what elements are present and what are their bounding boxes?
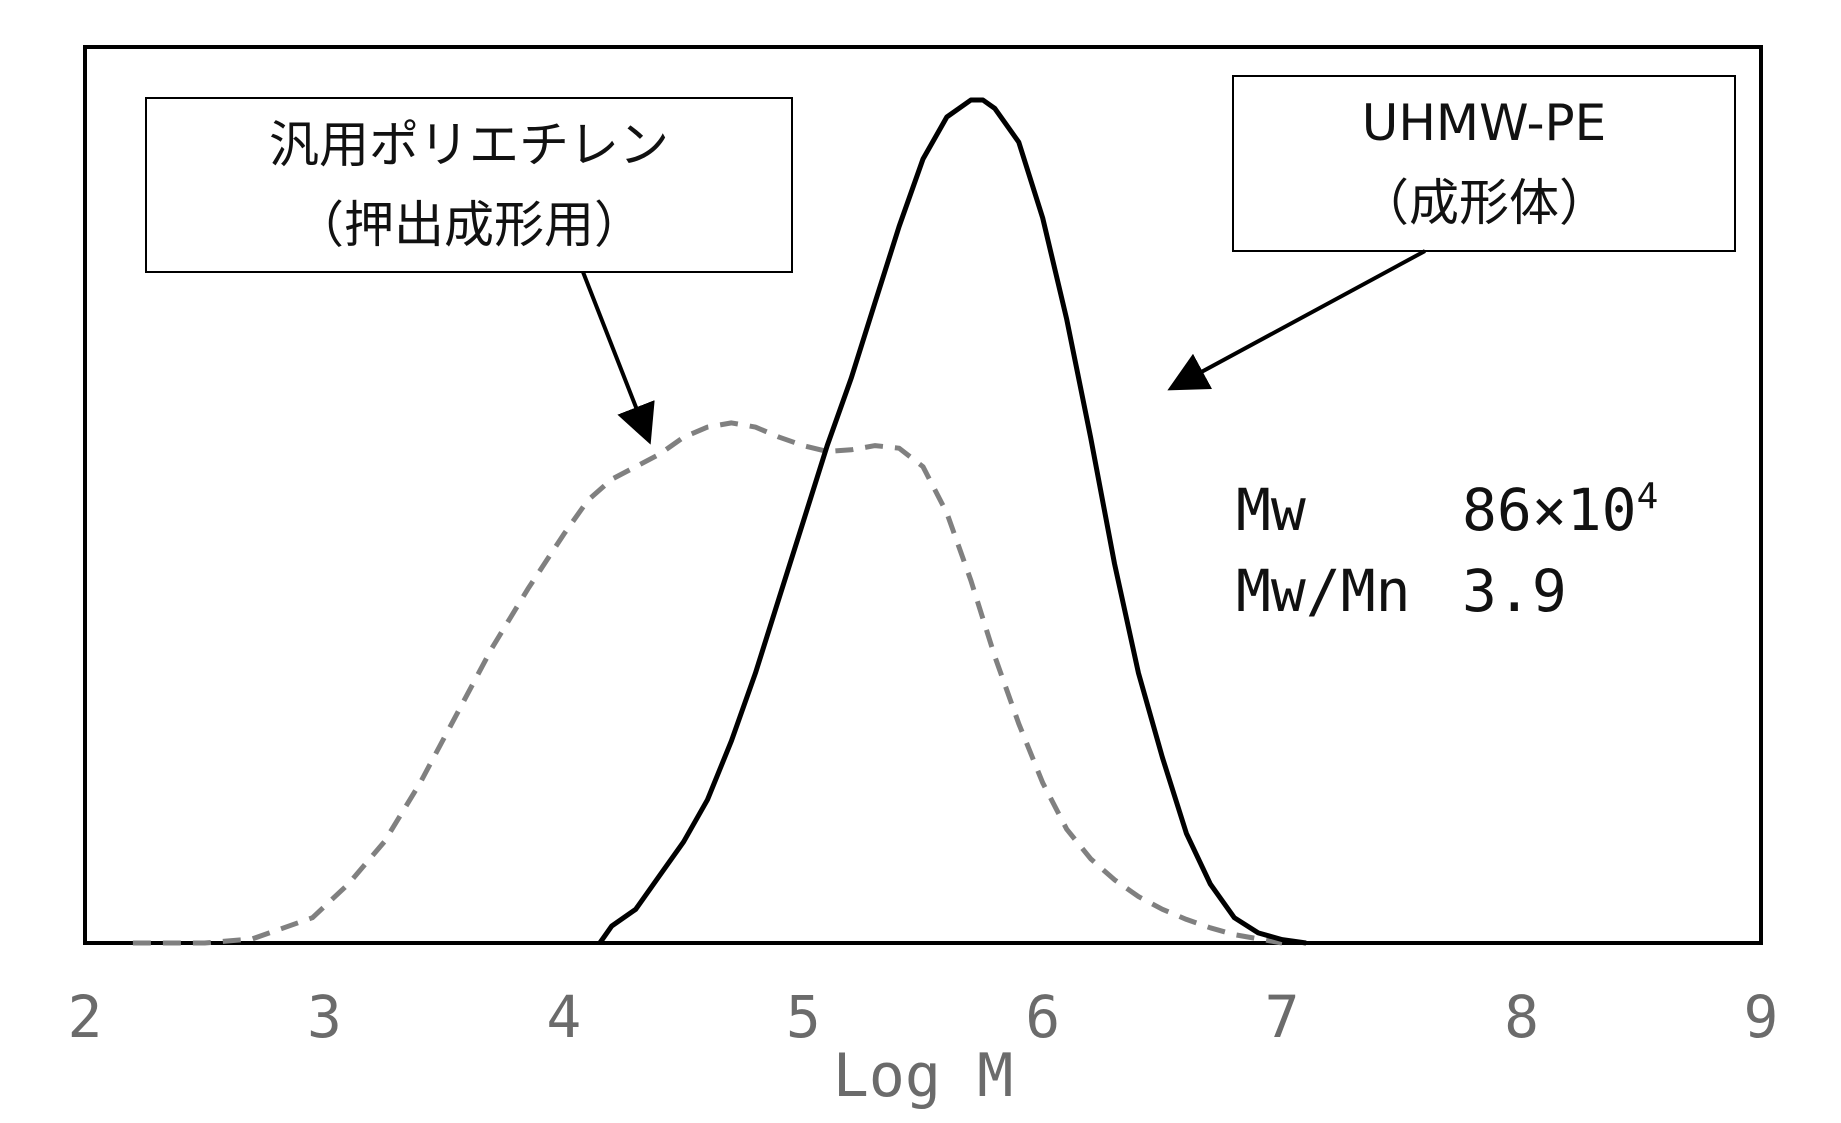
x-tick-label-8: 8 [1504, 983, 1539, 1051]
annotation-general-pe-arrow [581, 271, 655, 445]
curves [132, 97, 1307, 946]
annotation-general-pe-line2: （押出成形用） [294, 196, 644, 254]
molecular-weight-stats: Mw 86×104 Mw/Mn 3.9 [1236, 476, 1658, 625]
annotation-uhmw-pe: UHMW-PE （成形体） [1232, 75, 1736, 252]
x-tick-label-6: 6 [1025, 983, 1060, 1051]
annotation-uhmw-pe-line2: （成形体） [1359, 174, 1609, 232]
stat-mwmn-value: 3.9 [1462, 557, 1567, 625]
series-0-line [132, 420, 1283, 946]
annotation-box-uhmw-pe [1232, 75, 1736, 252]
x-tick-label-7: 7 [1265, 983, 1300, 1051]
x-tick-labels: 2 3 4 5 6 7 8 9 [68, 983, 1779, 1051]
plot-frame [83, 45, 1763, 945]
series-1-line [597, 97, 1307, 946]
x-tick-label-3: 3 [307, 983, 342, 1051]
stat-mwmn-label: Mw/Mn [1236, 557, 1411, 625]
stat-mw-value: 86×104 [1462, 476, 1658, 544]
stat-mw-value-base: 86×10 [1462, 476, 1637, 544]
annotation-uhmw-pe-arrow [1167, 249, 1426, 391]
stat-mw-value-exponent: 4 [1637, 476, 1659, 517]
x-tick-label-4: 4 [546, 983, 581, 1051]
annotation-general-pe-line1: 汎用ポリエチレン [269, 116, 669, 174]
x-tick-label-5: 5 [786, 983, 821, 1051]
annotation-uhmw-pe-line1: UHMW-PE [1362, 94, 1607, 152]
x-axis-title: Log M [833, 1041, 1014, 1111]
stat-mw-label: Mw [1236, 476, 1306, 544]
annotation-general-pe: 汎用ポリエチレン （押出成形用） [145, 97, 793, 273]
x-tick-label-2: 2 [68, 983, 103, 1051]
annotation-box-general-pe [145, 97, 793, 273]
x-tick-label-9: 9 [1744, 983, 1779, 1051]
